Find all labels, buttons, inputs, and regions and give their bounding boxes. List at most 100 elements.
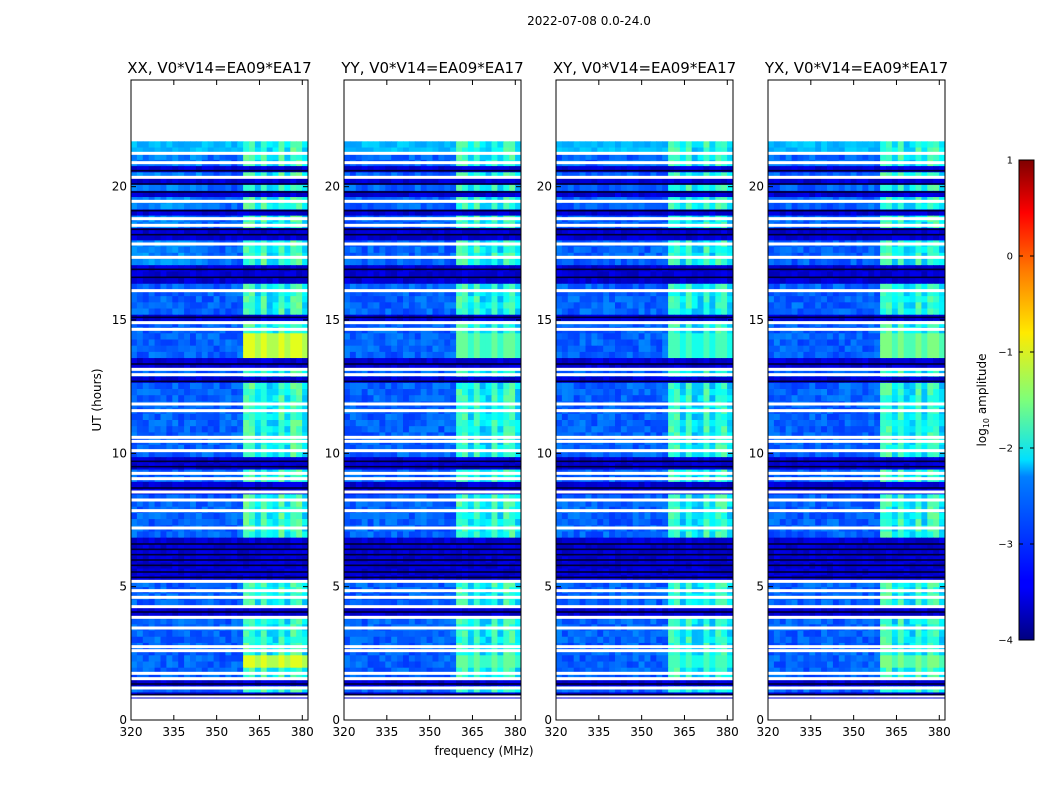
heatmap-cell bbox=[249, 512, 256, 520]
heatmap-cell bbox=[266, 178, 274, 186]
heatmap-cell bbox=[344, 147, 351, 155]
heatmap-cell bbox=[154, 686, 162, 694]
heatmap-cell bbox=[225, 339, 232, 347]
heatmap-cell bbox=[243, 178, 250, 186]
heatmap-cell bbox=[497, 190, 504, 198]
heatmap-cell bbox=[243, 351, 250, 359]
heatmap-cell bbox=[213, 395, 221, 403]
heatmap-cell bbox=[178, 376, 185, 384]
heatmap-cell bbox=[485, 481, 493, 489]
heatmap-cell bbox=[184, 339, 191, 347]
heatmap-cell bbox=[349, 296, 357, 303]
heatmap-cell bbox=[195, 382, 203, 390]
heatmap-cell bbox=[467, 277, 475, 285]
heatmap-cell bbox=[272, 234, 280, 242]
heatmap-cell bbox=[266, 320, 274, 328]
heatmap-cell bbox=[154, 277, 162, 285]
heatmap-cell bbox=[473, 395, 481, 403]
heatmap-cell bbox=[355, 203, 363, 211]
heatmap-cell bbox=[355, 543, 363, 551]
heatmap-cell bbox=[497, 389, 504, 396]
heatmap-cell bbox=[509, 351, 516, 359]
dark-row bbox=[131, 183, 308, 185]
heatmap-cell bbox=[450, 308, 457, 316]
heatmap-cell bbox=[391, 153, 398, 161]
heatmap-cell bbox=[254, 172, 262, 180]
heatmap-cell bbox=[184, 574, 191, 582]
heatmap-cell bbox=[444, 358, 451, 365]
heatmap-cell bbox=[225, 382, 232, 390]
heatmap-cell bbox=[201, 649, 209, 656]
heatmap-cell bbox=[408, 320, 416, 328]
heatmap-cell bbox=[403, 296, 410, 303]
heatmap-cell bbox=[160, 426, 167, 433]
heatmap-cell bbox=[136, 512, 144, 520]
heatmap-cell bbox=[485, 246, 493, 254]
heatmap-cell bbox=[195, 351, 203, 359]
heatmap-cell bbox=[467, 190, 475, 198]
heatmap-cell bbox=[385, 246, 392, 254]
heatmap-cell bbox=[473, 345, 481, 353]
heatmap-cell bbox=[485, 494, 493, 502]
heatmap-cell bbox=[391, 382, 398, 390]
heatmap-cell bbox=[367, 537, 375, 545]
heatmap-cell bbox=[148, 574, 156, 582]
heatmap-cell bbox=[355, 519, 363, 526]
heatmap-cell bbox=[272, 141, 280, 149]
heatmap-cell bbox=[515, 246, 521, 254]
heatmap-cell bbox=[302, 481, 308, 489]
heatmap-cell bbox=[296, 382, 303, 390]
heatmap-cell bbox=[172, 605, 179, 613]
heatmap-cell bbox=[391, 209, 398, 217]
heatmap-cell bbox=[485, 500, 493, 508]
heatmap-cell bbox=[450, 531, 457, 539]
heatmap-cell bbox=[361, 550, 369, 557]
heatmap-cell bbox=[284, 166, 291, 173]
heatmap-cell bbox=[260, 246, 268, 254]
heatmap-cell bbox=[172, 271, 179, 279]
heatmap-cell bbox=[344, 494, 351, 502]
heatmap-cell bbox=[485, 178, 493, 186]
heatmap-cell bbox=[444, 271, 451, 279]
heatmap-cell bbox=[515, 450, 521, 458]
heatmap-cell bbox=[231, 283, 238, 291]
heatmap-cell bbox=[178, 413, 185, 421]
heatmap-cell bbox=[136, 345, 144, 353]
heatmap-cell bbox=[260, 351, 268, 359]
heatmap-cell bbox=[243, 320, 250, 328]
heatmap-cell bbox=[154, 308, 162, 316]
heatmap-cell bbox=[213, 581, 221, 588]
heatmap-cell bbox=[355, 494, 363, 502]
heatmap-cell bbox=[190, 228, 197, 235]
heatmap-cell bbox=[231, 450, 238, 458]
heatmap-cell bbox=[160, 686, 167, 694]
heatmap-cell bbox=[290, 481, 297, 489]
heatmap-cell bbox=[296, 166, 303, 173]
heatmap-cell bbox=[479, 289, 487, 297]
heatmap-cell bbox=[178, 581, 185, 588]
heatmap-cell bbox=[172, 661, 179, 669]
heatmap-cell bbox=[403, 271, 410, 279]
heatmap-cell bbox=[154, 543, 162, 551]
heatmap-cell bbox=[432, 147, 439, 155]
heatmap-cell bbox=[361, 141, 369, 149]
heatmap-cell bbox=[296, 258, 303, 266]
heatmap-cell bbox=[178, 184, 185, 192]
heatmap-cell bbox=[302, 209, 308, 217]
heatmap-cell bbox=[373, 228, 380, 235]
heatmap-cell bbox=[148, 432, 156, 440]
heatmap-cell bbox=[231, 444, 238, 452]
heatmap-cell bbox=[284, 450, 291, 458]
heatmap-cell bbox=[497, 203, 504, 211]
heatmap-cell bbox=[473, 141, 481, 149]
heatmap-cell bbox=[444, 258, 451, 266]
heatmap-cell bbox=[142, 395, 150, 403]
heatmap-cell bbox=[136, 630, 144, 638]
heatmap-cell bbox=[237, 618, 244, 625]
heatmap-cell bbox=[414, 413, 422, 421]
heatmap-cell bbox=[432, 246, 439, 254]
heatmap-cell bbox=[237, 531, 244, 539]
heatmap-cell bbox=[201, 258, 209, 266]
heatmap-cell bbox=[207, 432, 215, 440]
heatmap-cell bbox=[302, 543, 308, 551]
